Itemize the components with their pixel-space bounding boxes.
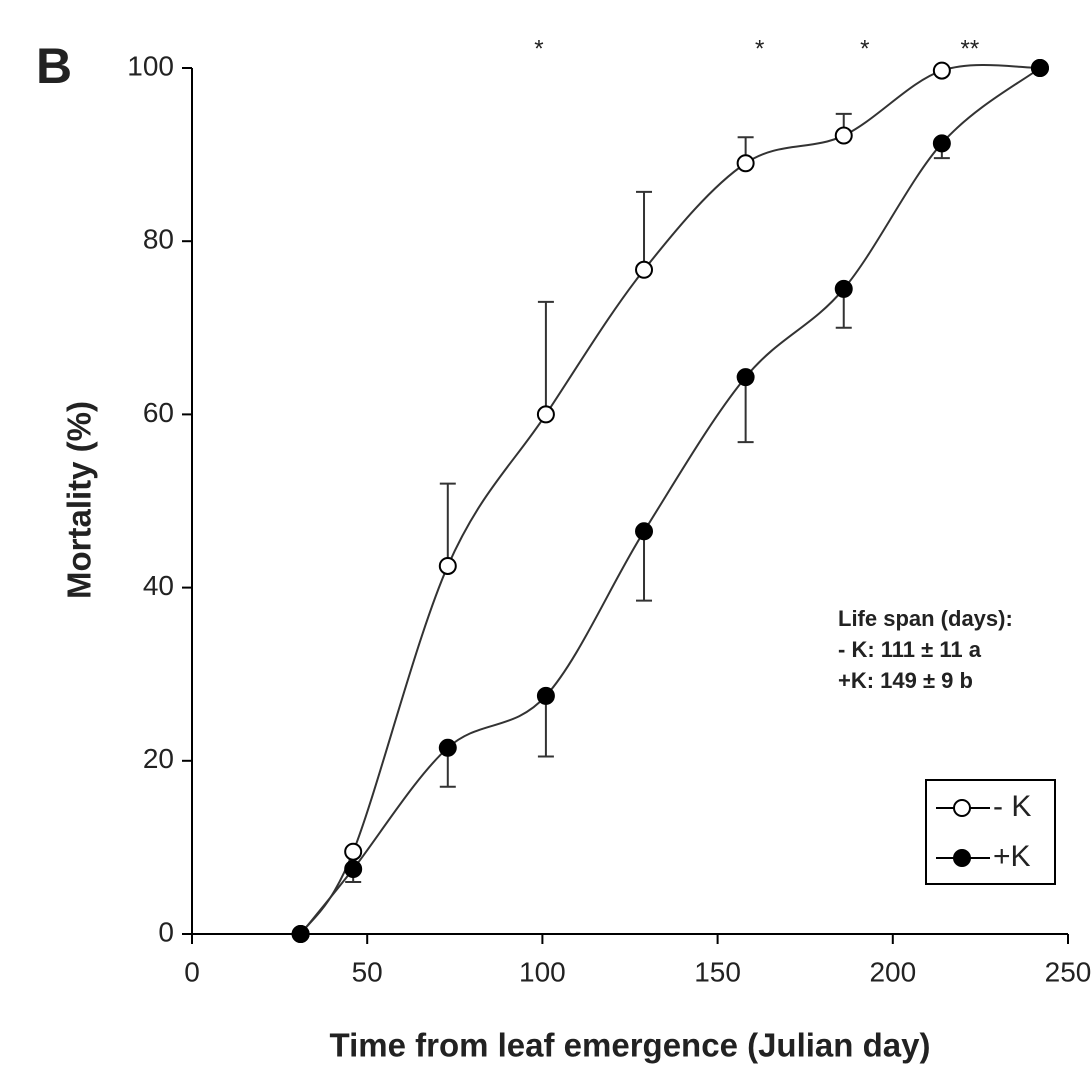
legend-marker [953, 799, 971, 817]
y-tick-label: 0 [158, 916, 174, 947]
data-point [536, 405, 555, 424]
x-tick-label: 0 [184, 956, 200, 987]
x-tick-label: 150 [694, 956, 741, 987]
data-point [834, 126, 853, 145]
error-bar [537, 300, 554, 415]
x-tick-label: 50 [352, 956, 383, 987]
error-bar [636, 531, 653, 602]
y-tick-label: 100 [127, 50, 174, 81]
data-point [932, 134, 951, 153]
error-bar [439, 482, 456, 566]
data-point [635, 260, 654, 279]
life-span-note: +K: 149 ± 9 b [838, 668, 973, 693]
data-point [344, 860, 363, 879]
data-point [438, 738, 457, 757]
data-point [834, 279, 853, 298]
y-axis-label: Mortality (%) [61, 401, 98, 599]
error-bar [636, 190, 653, 270]
legend-label: - K [993, 790, 1031, 823]
data-point [1030, 59, 1049, 77]
x-tick-label: 250 [1045, 956, 1091, 987]
data-point [291, 925, 310, 943]
life-span-note: Life span (days): [838, 606, 1013, 631]
y-tick-label: 20 [143, 743, 174, 774]
significance-mark: * [755, 35, 764, 62]
x-tick-label: 100 [519, 956, 566, 987]
significance-mark: * [860, 35, 869, 62]
x-tick-label: 200 [869, 956, 916, 987]
y-tick-label: 80 [143, 224, 174, 255]
error-bar [737, 377, 754, 444]
data-point [344, 842, 363, 861]
data-point [932, 61, 951, 80]
panel-label: B [36, 38, 72, 94]
series-line [299, 67, 1041, 935]
legend-box [925, 779, 1056, 885]
significance-mark: * [534, 35, 543, 62]
x-axis-label: Time from leaf emergence (Julian day) [330, 1027, 931, 1064]
data-point [736, 368, 755, 387]
significance-mark: ** [961, 35, 980, 62]
error-bar [537, 695, 554, 758]
life-span-note: - K: 111 ± 11 a [838, 637, 982, 662]
series-line [299, 63, 1040, 935]
data-point [536, 686, 555, 705]
data-point [438, 556, 457, 575]
legend-label: +K [993, 840, 1031, 873]
data-point [736, 154, 755, 173]
y-tick-label: 40 [143, 570, 174, 601]
legend-marker [953, 849, 971, 867]
y-tick-label: 60 [143, 397, 174, 428]
data-point [635, 522, 654, 541]
